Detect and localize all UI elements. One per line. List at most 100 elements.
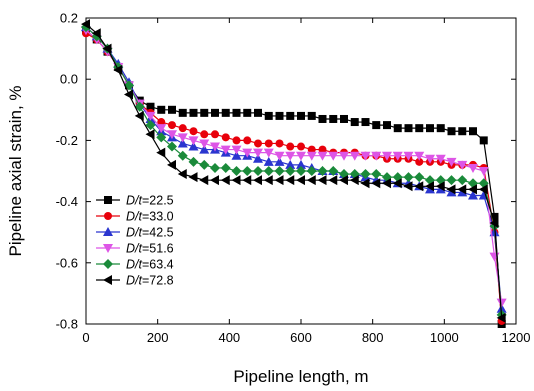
data-point <box>360 178 370 189</box>
data-point <box>231 166 242 176</box>
x-tick-label: 200 <box>147 330 169 345</box>
legend-label: D/t=72.8 <box>126 274 174 288</box>
y-tick-label: -0.4 <box>56 194 78 209</box>
data-point <box>232 108 241 117</box>
series-line <box>85 23 503 318</box>
data-point <box>404 124 413 133</box>
data-point <box>253 175 262 186</box>
data-point <box>328 151 339 161</box>
data-point <box>425 181 434 192</box>
data-point <box>178 124 187 133</box>
data-point <box>157 105 166 114</box>
data-point <box>457 184 467 195</box>
data-point <box>210 175 219 186</box>
data-point <box>188 141 199 151</box>
series-6 <box>81 19 506 323</box>
data-point <box>414 172 425 183</box>
data-point <box>231 175 241 186</box>
data-point <box>435 181 445 192</box>
tick-layer: 0 200 400 600 800 1000 1200 0.2 0.0 -0.2 -0.4 -0.6 -… <box>56 11 531 346</box>
data-point <box>200 130 209 139</box>
data-point <box>360 151 371 161</box>
data-point <box>177 150 188 161</box>
data-point <box>350 118 359 127</box>
data-point <box>340 114 348 123</box>
legend-label-value: =33.0 <box>142 210 174 224</box>
data-point <box>253 153 263 163</box>
data-point <box>146 102 155 111</box>
series-line <box>85 26 503 309</box>
data-point <box>113 65 123 76</box>
data-point <box>382 151 392 161</box>
data-point <box>479 136 488 145</box>
data-point <box>210 162 220 173</box>
y-tick-label: 0.0 <box>60 72 78 87</box>
x-tick-label: 1000 <box>430 330 459 345</box>
data-point <box>468 163 478 173</box>
data-point <box>392 151 403 161</box>
data-point <box>177 138 188 148</box>
data-point <box>263 148 274 158</box>
data-point <box>285 166 296 176</box>
legend-marker <box>103 259 113 269</box>
data-point <box>263 156 274 166</box>
data-point <box>221 108 230 117</box>
legend-label-value: =22.5 <box>142 194 174 208</box>
legend-marker <box>103 227 113 236</box>
data-point <box>306 166 317 176</box>
data-point <box>296 151 306 161</box>
data-point <box>264 111 273 120</box>
data-point <box>361 118 370 127</box>
data-point <box>436 124 445 133</box>
data-point <box>221 133 230 142</box>
data-point <box>286 142 295 151</box>
legend: D/t=22.5D/t=33.0D/t=42.5D/t=51.6D/t=63.4… <box>96 194 174 288</box>
data-point <box>318 145 327 154</box>
legend-label: D/t=22.5 <box>126 194 174 208</box>
data-point <box>478 184 488 195</box>
data-point <box>307 145 316 154</box>
data-point <box>285 175 295 186</box>
legend-marker <box>103 244 113 253</box>
data-point <box>102 43 112 54</box>
data-point <box>307 111 316 120</box>
data-point <box>156 147 166 158</box>
data-point <box>339 175 348 186</box>
data-point <box>199 175 209 186</box>
data-point <box>425 154 435 164</box>
data-point <box>177 169 187 180</box>
data-point <box>243 108 252 117</box>
legend-label-italic: D/t <box>126 258 143 272</box>
data-point <box>297 111 305 120</box>
data-point <box>296 166 306 176</box>
data-point <box>134 110 144 121</box>
data-point <box>210 142 220 152</box>
data-point <box>134 101 145 112</box>
legend-label-italic: D/t <box>126 226 143 240</box>
data-point <box>254 108 262 117</box>
data-point <box>286 111 295 120</box>
data-point <box>496 312 506 323</box>
data-point <box>446 184 456 195</box>
series-line <box>85 29 503 303</box>
legend-item: D/t=33.0 <box>96 210 174 224</box>
series-1 <box>82 26 506 328</box>
data-point <box>275 111 284 120</box>
data-point <box>372 121 381 130</box>
data-point <box>468 184 477 195</box>
data-point <box>468 190 478 200</box>
data-point <box>168 105 176 114</box>
data-point <box>220 162 231 173</box>
data-point <box>156 132 167 143</box>
data-point <box>415 157 424 166</box>
data-point <box>426 124 434 133</box>
data-point <box>371 178 381 189</box>
x-axis-title: Pipeline length, m <box>233 367 368 386</box>
x-tick-label: 400 <box>218 330 240 345</box>
data-point <box>199 159 210 170</box>
legend-marker <box>103 275 112 285</box>
legend-label: D/t=42.5 <box>126 226 174 240</box>
data-point <box>243 136 252 145</box>
data-point <box>178 108 187 117</box>
legend-label-italic: D/t <box>126 274 143 288</box>
